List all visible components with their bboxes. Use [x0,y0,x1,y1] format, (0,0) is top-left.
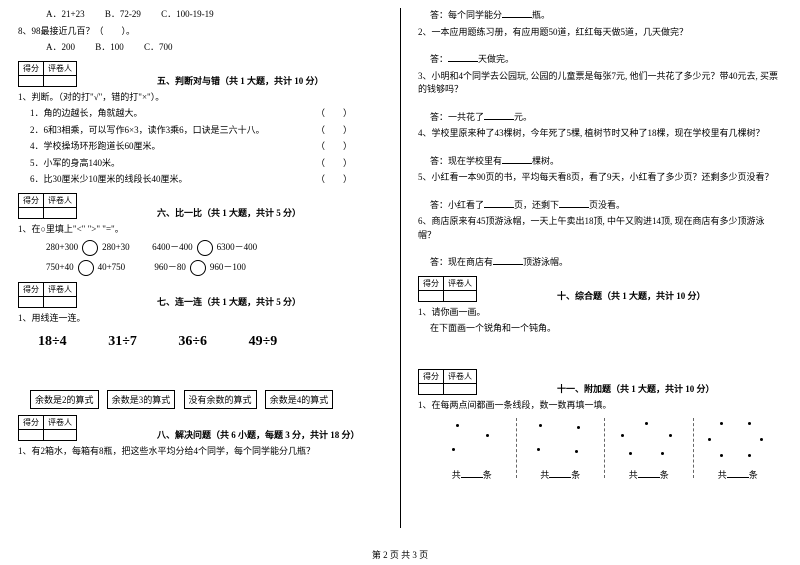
dots-diagram: 共条 共条 共条 [428,418,782,478]
right-column: 答：每个同学能分瓶。 2、一本应用题练习册，有应用题50道，红红每天做5道，几天… [400,0,800,540]
q7-b: B．72-29 [105,9,141,19]
section5-head: 得分评卷人 五、判断对与错（共 1 大题，共计 10 分） [18,61,382,87]
score-box: 得分评卷人 [418,276,477,302]
sec8-q1: 1、有2箱水，每箱有8瓶，把这些水平均分给4个同学，每个同学能分几瓶？ [18,445,382,459]
section7-head: 得分评卷人 七、连一连（共 1 大题，共计 5 分） [18,282,382,308]
score-box: 得分评卷人 [18,193,77,219]
a3: 答：一共花了元。 [430,110,782,125]
q6: 6、商店原来有45顶游泳帽，一天上午卖出18顶, 中午又购进14顶, 现在商店有… [418,215,782,242]
section11-head: 得分评卷人 十一、附加题（共 1 大题，共计 10 分） [418,369,782,395]
q7-options: A．21+23 B．72-29 C．100-19-19 [46,8,382,22]
sec5-stem: 1、判断。（对的打"√"，错的打"×"）。 [18,91,382,105]
q8-options: A．200 B．100 C．700 [46,41,382,55]
grader-label: 评卷人 [44,61,77,75]
a6: 答：现在商店有顶游泳帽。 [430,255,782,270]
q8-a: A．200 [46,42,75,52]
q8-stem: 8、98最接近几百？（ ）。 [18,25,382,39]
q7-c: C．100-19-19 [161,9,214,19]
compare-circle [78,260,94,276]
score-box: 得分评卷人 [18,282,77,308]
sec5-i5: 6．比30厘米少10厘米的线段长40厘米。（ ） [30,173,382,187]
score-box: 得分评卷人 [418,369,477,395]
a1: 答：每个同学能分瓶。 [430,8,782,23]
sec10-q1: 1、请你画一画。 [418,306,782,320]
remainder-box: 余数是4的算式 [265,390,334,409]
remainder-box: 余数是3的算式 [107,390,176,409]
sec5-i2: 2．6和3相乘，可以写作6×3，读作3乘6，口诀是三六十八。（ ） [30,124,382,138]
section10-title: 十、综合题（共 1 大题，共计 10 分） [557,289,706,302]
compare-circle [190,260,206,276]
a2: 答：天做完。 [430,52,782,67]
sec5-i3: 4．学校操场环形跑道长60厘米。（ ） [30,140,382,154]
compare-row1: 280+300280+30 6400－4006300－400 [46,240,382,256]
q5: 5、小红看一本90页的书，平均每天看8页，看了9天，小红看了多少页？还剩多少页没… [418,171,782,185]
sec10-q1b: 在下面画一个锐角和一个钝角。 [430,322,782,336]
compare-circle [197,240,213,256]
q2: 2、一本应用题练习册，有应用题50道，红红每天做5道，几天做完？ [418,26,782,40]
dots-group-3: 共条 [428,418,517,478]
q3: 3、小明和4个同学去公园玩, 公园的儿童票是每张7元, 他们一共花了多少元？带4… [418,70,782,97]
section6-title: 六、比一比（共 1 大题，共计 5 分） [157,206,301,219]
dots-group-6: 共条 [694,418,782,478]
section10-head: 得分评卷人 十、综合题（共 1 大题，共计 10 分） [418,276,782,302]
sec5-i4: 5．小军的身高140米。（ ） [30,157,382,171]
score-label: 得分 [19,61,44,75]
section7-title: 七、连一连（共 1 大题，共计 5 分） [157,295,301,308]
section6-head: 得分评卷人 六、比一比（共 1 大题，共计 5 分） [18,193,382,219]
remainder-box: 余数是2的算式 [30,390,99,409]
dots-group-5: 共条 [605,418,694,478]
sec5-i1: 1．角的边越长，角就越大。（ ） [30,107,382,121]
sec7-stem: 1、用线连一连。 [18,312,382,326]
dots-group-4: 共条 [517,418,606,478]
sec11-q1: 1、在每两点间都画一条线段，数一数再填一填。 [418,399,782,413]
q4: 4、学校里原来种了43棵树，今年死了5棵, 植树节时又种了18棵，现在学校里有几… [418,127,782,141]
q8-b: B．100 [95,42,124,52]
remainder-box: 没有余数的算式 [184,390,257,409]
left-column: A．21+23 B．72-29 C．100-19-19 8、98最接近几百？（ … [0,0,400,540]
q8-c: C．700 [144,42,173,52]
a4: 答：现在学校里有棵树。 [430,154,782,169]
section11-title: 十一、附加题（共 1 大题，共计 10 分） [557,382,715,395]
score-box: 得分评卷人 [18,61,77,87]
a5: 答：小红看了页，还剩下页没看。 [430,198,782,213]
score-box: 得分评卷人 [18,415,77,441]
section8-head: 得分评卷人 八、解决问题（共 6 小题，每题 3 分，共计 18 分） [18,415,382,441]
q7-a: A．21+23 [46,9,85,19]
page-footer: 第 2 页 共 3 页 [0,548,800,561]
answer-boxes: 余数是2的算式 余数是3的算式 没有余数的算式 余数是4的算式 [30,390,382,409]
section5-title: 五、判断对与错（共 1 大题，共计 10 分） [157,74,324,87]
compare-row2: 750+4040+750 960－80960－100 [46,260,382,276]
compare-circle [82,240,98,256]
math-expressions: 18÷4 31÷7 36÷6 49÷9 [38,334,382,350]
sec6-stem: 1、在○里填上"<" ">" "="。 [18,223,382,237]
section8-title: 八、解决问题（共 6 小题，每题 3 分，共计 18 分） [157,428,360,441]
